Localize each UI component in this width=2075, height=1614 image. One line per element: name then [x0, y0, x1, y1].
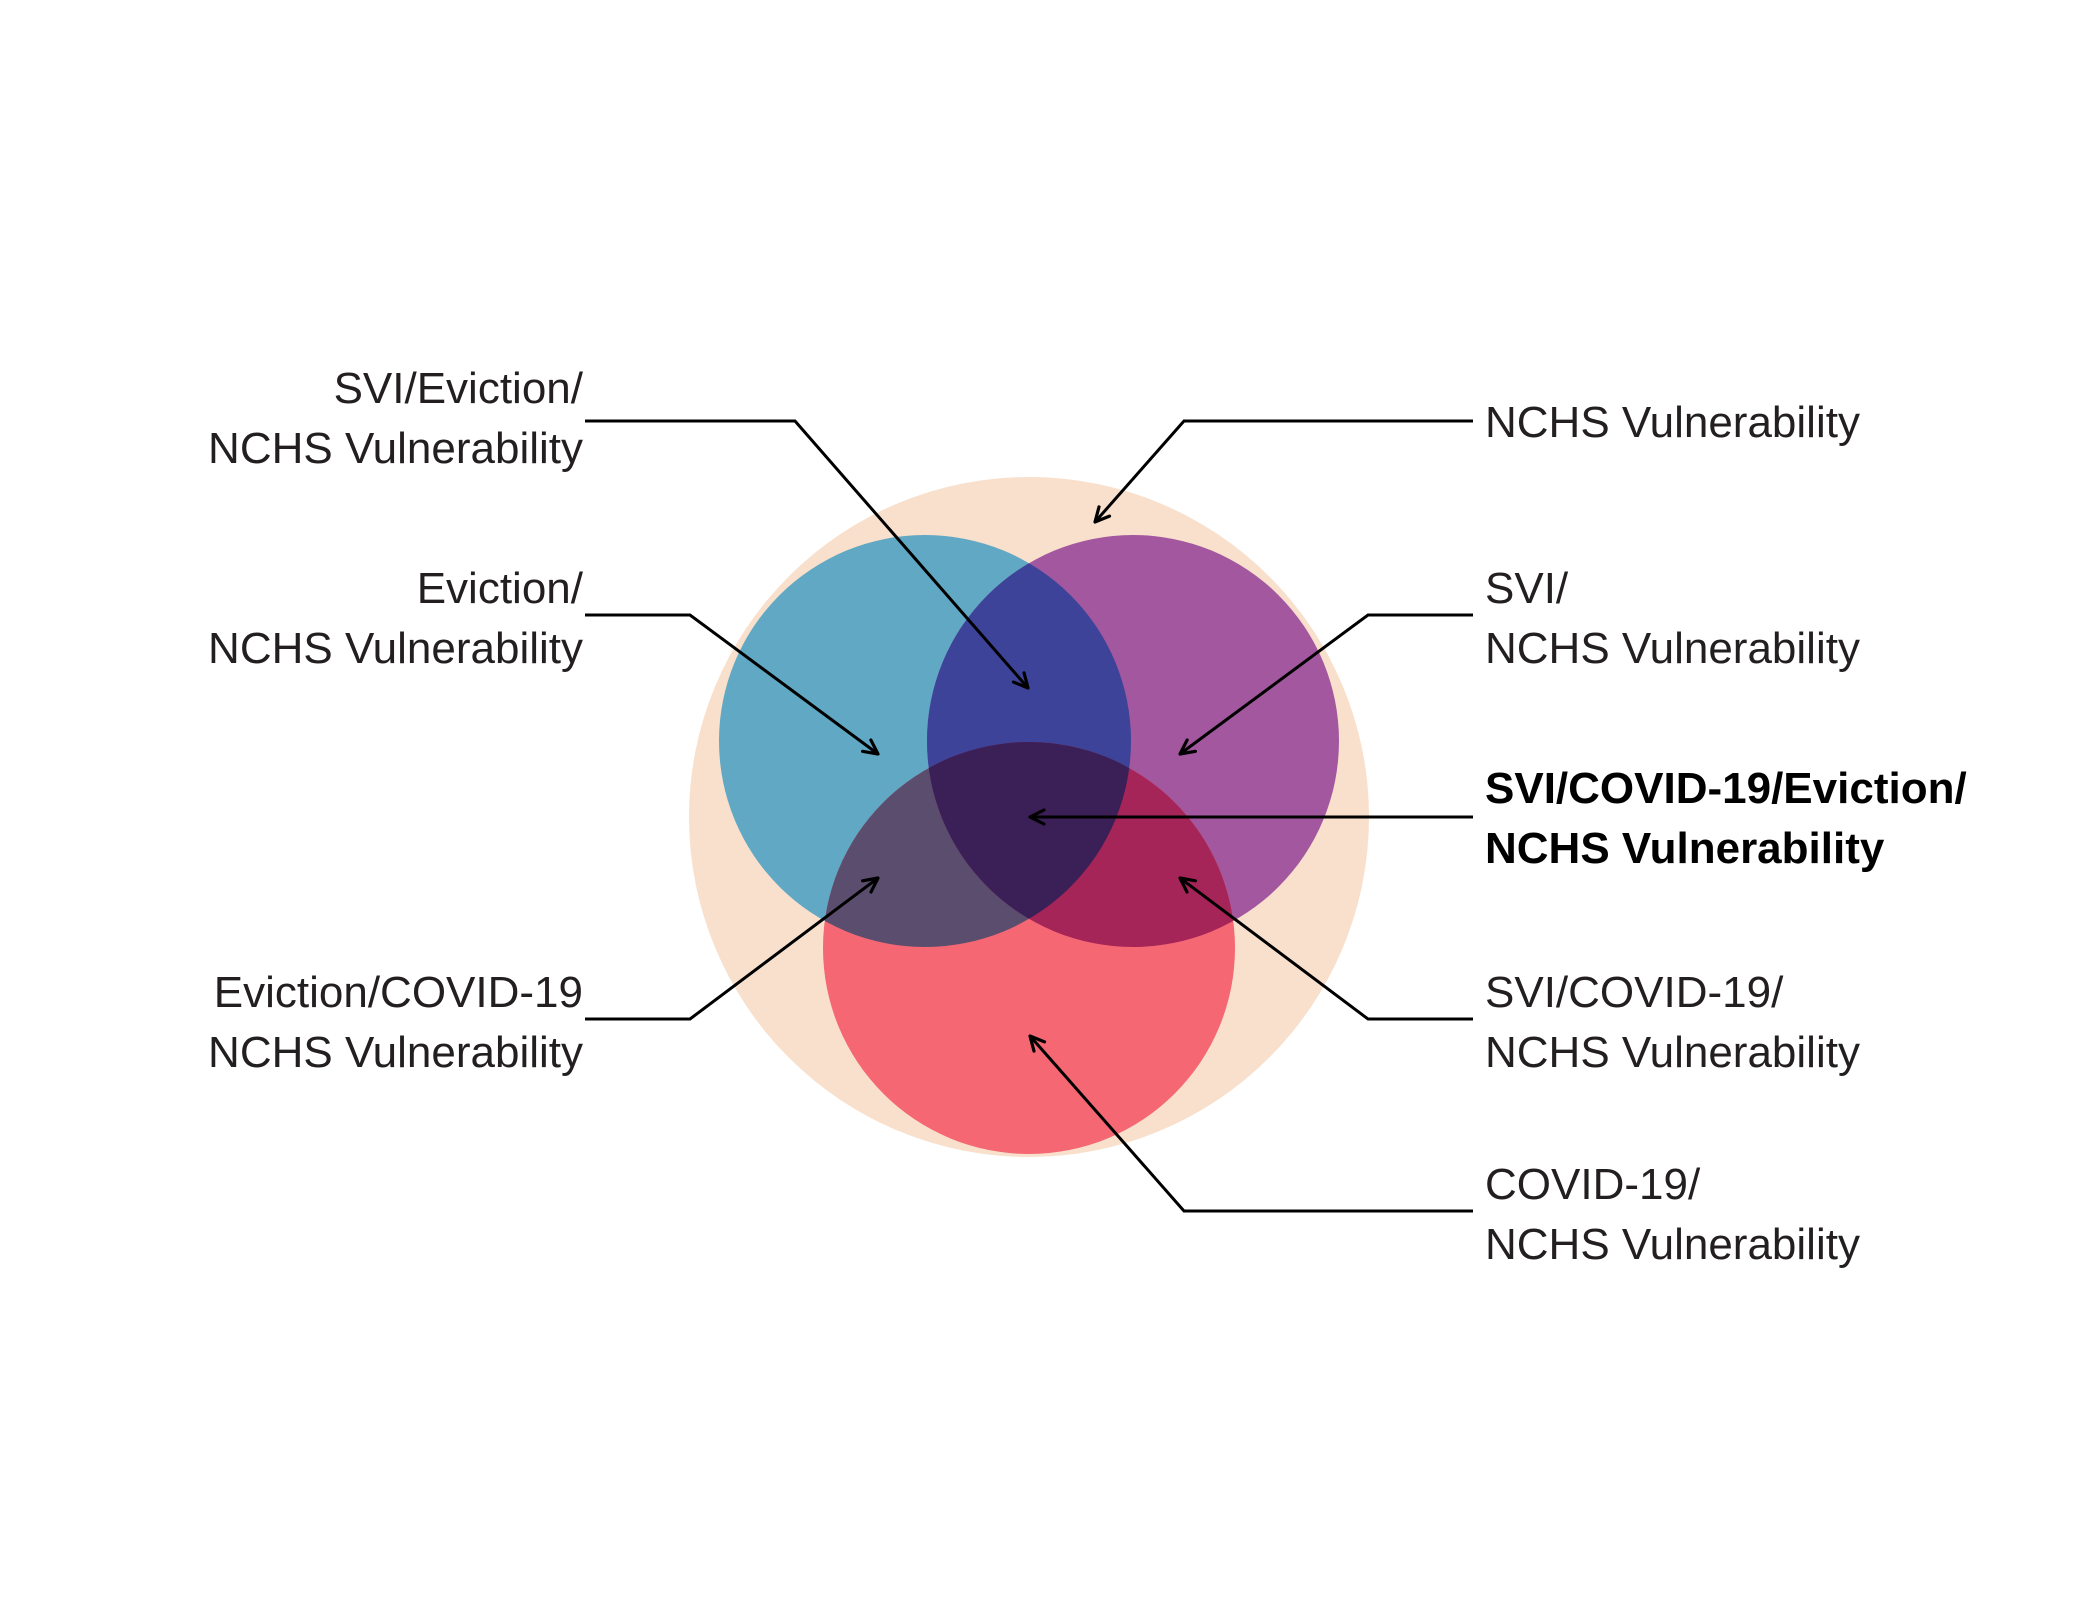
leader-svi-nchs [1178, 613, 1473, 756]
leader-nchs [1093, 419, 1473, 524]
label-covid-nchs: COVID-19/ NCHS Vulnerability [1485, 1155, 1860, 1275]
label-svi-covid-nchs-line2: NCHS Vulnerability [1485, 1028, 1860, 1077]
svi-covid-overlap [927, 742, 1235, 947]
label-svi-eviction-nchs-line2: NCHS Vulnerability [208, 424, 583, 473]
leader-svi-covid-nchs [1178, 876, 1473, 1021]
leader-eviction-covid-nchs [585, 876, 880, 1021]
label-svi-nchs-line1: SVI/ [1485, 564, 1569, 613]
label-eviction-nchs: Eviction/ NCHS Vulnerability [208, 559, 583, 679]
label-covid-nchs-line2: NCHS Vulnerability [1485, 1220, 1860, 1269]
label-eviction-covid-nchs-line1: Eviction/COVID-19 [213, 968, 583, 1017]
label-eviction-covid-nchs-line2: NCHS Vulnerability [208, 1028, 583, 1077]
label-eviction-nchs-line1: Eviction/ [416, 564, 583, 613]
leader-svi-eviction-nchs [585, 419, 1030, 690]
label-covid-nchs-line1: COVID-19/ [1485, 1160, 1701, 1209]
label-nchs-line1: NCHS Vulnerability [1485, 398, 1860, 447]
leader-eviction-nchs [585, 613, 880, 756]
label-svi-eviction-nchs: SVI/Eviction/ NCHS Vulnerability [208, 359, 583, 479]
label-all-line2: NCHS Vulnerability [1485, 824, 1885, 873]
label-svi-covid-nchs: SVI/COVID-19/ NCHS Vulnerability [1485, 963, 1860, 1083]
label-svi-eviction-nchs-line1: SVI/Eviction/ [333, 364, 583, 413]
leader-lines [585, 419, 1473, 1213]
label-svi-covid-nchs-line1: SVI/COVID-19/ [1485, 968, 1784, 1017]
leader-covid-nchs [1028, 1034, 1473, 1213]
label-nchs: NCHS Vulnerability [1485, 393, 1860, 453]
eviction-covid-overlap [823, 742, 1131, 947]
label-svi-nchs-line2: NCHS Vulnerability [1485, 624, 1860, 673]
label-eviction-covid-nchs: Eviction/COVID-19 NCHS Vulnerability [208, 963, 583, 1083]
label-all-line1: SVI/COVID-19/Eviction/ [1485, 764, 1967, 813]
label-all: SVI/COVID-19/Eviction/ NCHS Vulnerabilit… [1485, 759, 1967, 879]
label-eviction-nchs-line2: NCHS Vulnerability [208, 624, 583, 673]
label-svi-nchs: SVI/ NCHS Vulnerability [1485, 559, 1860, 679]
